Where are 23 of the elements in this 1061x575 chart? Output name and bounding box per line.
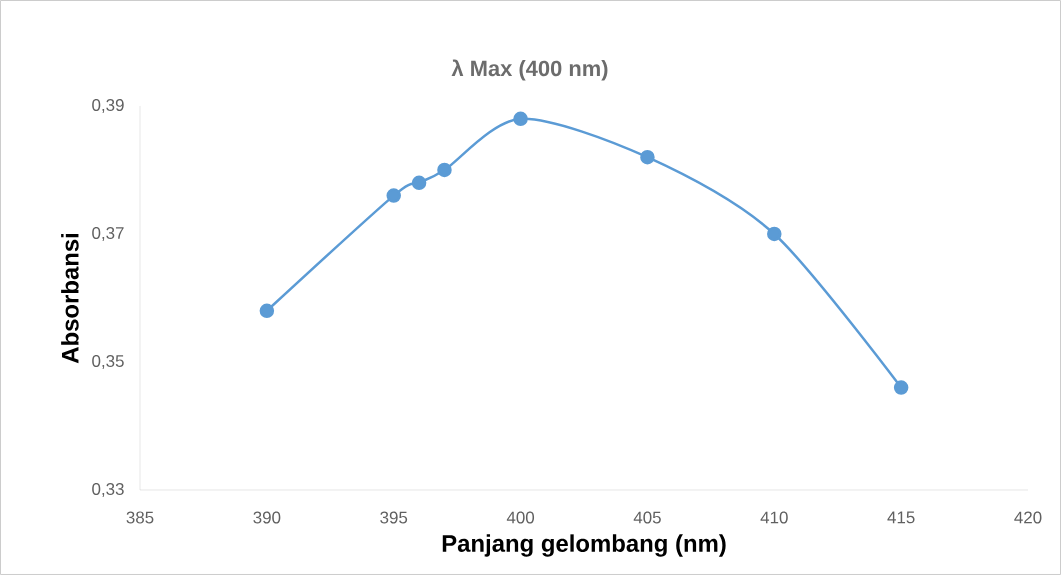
- x-tick-label: 420: [1014, 511, 1042, 524]
- point: [411, 175, 427, 191]
- chart-title: λ Max (400 nm): [451, 59, 608, 81]
- x-tick-label: 395: [380, 511, 408, 524]
- y-tick-label: 0,33: [92, 482, 124, 497]
- x-tick-label: 415: [887, 511, 915, 524]
- y-tick-label: 0,35: [92, 354, 124, 369]
- y-axis-title: Absorbansi: [61, 233, 79, 364]
- y-tick-label: 0,39: [92, 98, 124, 113]
- point: [437, 162, 452, 178]
- point: [259, 303, 275, 319]
- x-tick-label: 405: [633, 511, 661, 524]
- x-tick-label: 390: [253, 511, 281, 524]
- point: [767, 226, 782, 242]
- point: [513, 111, 528, 127]
- x-axis-title: Panjang gelombang (nm): [442, 534, 726, 557]
- x-tick-label: 410: [760, 511, 788, 524]
- point: [893, 380, 909, 395]
- x-tick-label: 400: [506, 511, 535, 524]
- y-tick-label: 0,37: [92, 226, 124, 241]
- x-tick-label: 385: [126, 511, 154, 524]
- point: [386, 188, 401, 203]
- point: [640, 149, 655, 165]
